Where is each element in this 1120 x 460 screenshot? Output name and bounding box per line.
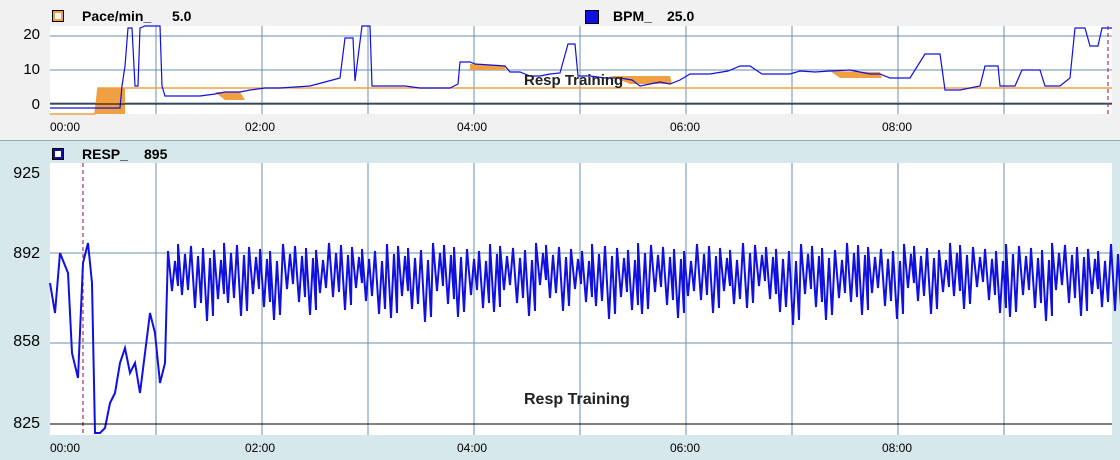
bpm-swatch-icon (585, 10, 599, 24)
top-ytick-20: 20 (23, 26, 40, 43)
pace-bpm-panel: Pace/min_ 5.0 BPM_ 25.0 20 10 0 (0, 0, 1120, 141)
top-plot-area: Resp Training (50, 25, 1112, 115)
resp-legend-value: 895 (144, 146, 168, 162)
bpm-legend-value: 25.0 (667, 8, 695, 24)
top-xtick-0800: 08:00 (882, 120, 913, 134)
resp-ytick-892: 892 (13, 245, 40, 262)
top-plot-svg (50, 25, 1112, 115)
pace-deviation-fill (95, 64, 882, 114)
resp-xtick-0200: 02:00 (245, 441, 276, 455)
pace-legend-value: 5.0 (172, 8, 192, 24)
resp-line (49, 242, 1120, 434)
resp-plot-svg (49, 163, 1120, 435)
resp-ytick-858: 858 (13, 333, 40, 350)
resp-xtick-0600: 06:00 (670, 441, 701, 455)
resp-ytick-825: 825 (13, 415, 40, 432)
top-xtick-0400: 04:00 (457, 120, 488, 134)
resp-legend-label: RESP_ (82, 146, 128, 162)
top-xtick-0000: 00:00 (50, 120, 81, 134)
resp-xtick-0400: 04:00 (457, 441, 488, 455)
top-grid (50, 26, 1112, 114)
resp-plot-area: Resp Training (49, 163, 1120, 435)
pace-swatch-icon (52, 10, 64, 22)
resp-annotation: Resp Training (524, 391, 630, 408)
top-ytick-0: 0 (31, 96, 40, 113)
resp-xtick-0800: 08:00 (882, 441, 913, 455)
pace-line (50, 87, 1112, 115)
resp-ytick-925: 925 (13, 165, 40, 182)
top-ytick-10: 10 (23, 61, 40, 78)
resp-swatch-icon (52, 148, 64, 160)
resp-panel: RESP_ 895 925 892 858 825 Resp T (0, 141, 1120, 460)
pace-legend-label: Pace/min_ (82, 8, 152, 24)
top-annotation: Resp Training (524, 72, 624, 89)
bpm-legend-label: BPM_ (613, 8, 652, 24)
top-xtick-0600: 06:00 (670, 120, 701, 134)
resp-xtick-0000: 00:00 (50, 441, 81, 455)
bpm-line (50, 25, 1112, 109)
top-xtick-0200: 02:00 (245, 120, 276, 134)
